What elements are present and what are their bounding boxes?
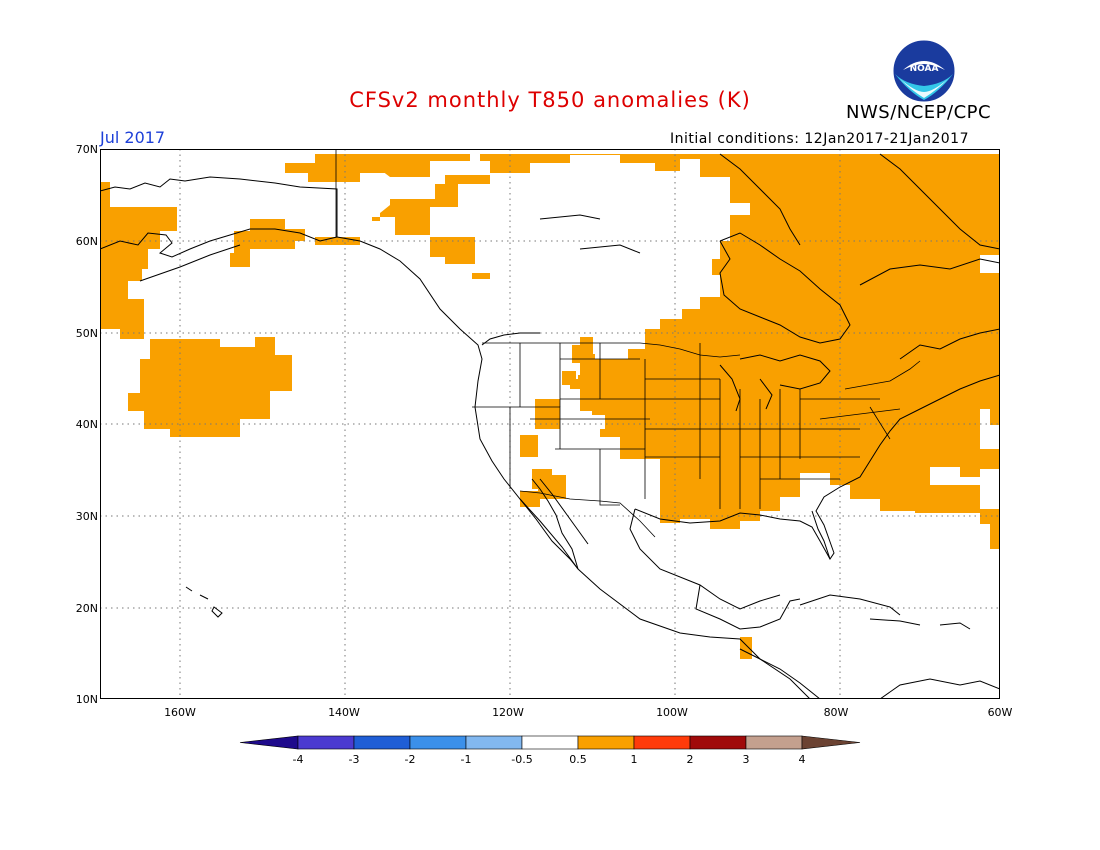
colorbar-segment [689, 735, 747, 750]
colorbar-segment [297, 735, 355, 750]
initial-conditions: Initial conditions: 12Jan2017-21Jan2017 [670, 131, 969, 147]
coastlines [100, 153, 1000, 699]
lon-label: 140W [328, 706, 360, 719]
colorbar-segment [409, 735, 467, 750]
chart-title: CFSv2 monthly T850 anomalies (K) [0, 88, 1100, 112]
noaa-logo-icon: NOAA [893, 40, 955, 102]
logo-text: NOAA [910, 64, 939, 74]
lon-label: 80W [823, 706, 849, 719]
colorbar-segment [521, 735, 579, 750]
colorbar-segment [239, 735, 299, 750]
political-borders [335, 149, 921, 538]
colorbar-tick-label: 2 [687, 753, 694, 766]
anomaly-map [100, 149, 1000, 699]
colorbar-tick-label: 1 [631, 753, 638, 766]
colorbar-segment [745, 735, 803, 750]
colorbar-tick-label: -0.5 [511, 753, 532, 766]
forecast-month: Jul 2017 [100, 128, 166, 147]
colorbar: -4 -3 -2 -1 -0.5 0.5 1 2 3 4 [239, 735, 861, 766]
colorbar-segment [801, 735, 861, 750]
lat-label: 30N [75, 510, 98, 523]
colorbar-segment [465, 735, 523, 750]
colorbar-tick-label: 0.5 [569, 753, 587, 766]
lat-label: 50N [75, 327, 98, 340]
colorbar-tick-label: -2 [405, 753, 416, 766]
lon-label: 60W [987, 706, 1013, 719]
colorbar-tick-label: 4 [799, 753, 806, 766]
lon-label: 160W [164, 706, 196, 719]
colorbar-segment [633, 735, 691, 750]
colorbar-tick-label: 3 [743, 753, 750, 766]
lat-label: 60N [75, 235, 98, 248]
colorbar-tick-label: -3 [349, 753, 360, 766]
colorbar-tick-label: -4 [293, 753, 304, 766]
lat-label: 10N [75, 693, 98, 706]
agency-label: NWS/NCEP/CPC [846, 102, 992, 123]
title-text: CFSv2 monthly T850 anomalies (K) [349, 88, 751, 112]
positive-anomaly-regions [100, 154, 1000, 659]
colorbar-segment [353, 735, 411, 750]
lat-label: 20N [75, 602, 98, 615]
lon-label: 100W [656, 706, 688, 719]
lat-label: 70N [75, 143, 98, 156]
lat-label: 40N [75, 418, 98, 431]
lon-label: 120W [492, 706, 524, 719]
colorbar-tick-label: -1 [461, 753, 472, 766]
colorbar-segment [577, 735, 635, 750]
